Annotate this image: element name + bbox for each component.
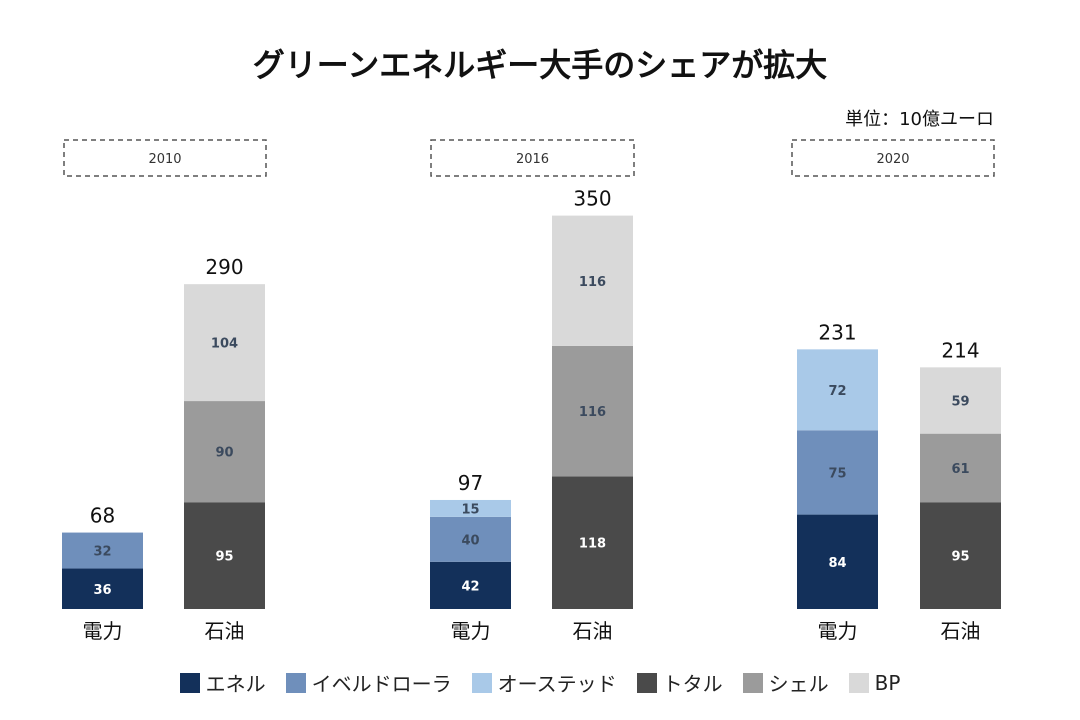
segment-value-label: 59 [951, 394, 969, 409]
bar-total-label: 290 [205, 255, 243, 279]
legend-label: トタル [662, 672, 723, 696]
legend-swatch [742, 672, 763, 693]
legend-swatch [636, 672, 657, 693]
legend-item: シェル [742, 668, 829, 697]
year-box [430, 139, 635, 177]
bar-segment [430, 561, 511, 609]
segment-value-label: 116 [579, 405, 606, 420]
bar-segment [552, 476, 633, 609]
bar-segment [430, 499, 511, 517]
bar-segment [184, 502, 265, 609]
bar-segment [552, 345, 633, 477]
bar-segment [920, 502, 1001, 609]
legend-item: オーステッド [471, 668, 617, 697]
bar-total-label: 68 [90, 504, 115, 528]
segment-value-label: 90 [215, 446, 233, 461]
bar-total-label: 350 [573, 187, 611, 211]
bar-segment [920, 433, 1001, 503]
legend-swatch [179, 672, 200, 693]
bar-total-label: 214 [941, 338, 979, 362]
legend-item: エネル [179, 668, 266, 697]
year-label: 2016 [516, 152, 549, 167]
segment-value-label: 36 [93, 583, 111, 598]
category-label: 石油 [941, 619, 981, 643]
year-box [791, 139, 995, 177]
bar-segment [184, 284, 265, 402]
segment-value-label: 72 [828, 384, 846, 399]
segment-value-label: 15 [461, 502, 479, 517]
legend-swatch [471, 672, 492, 693]
legend-item: BP [848, 668, 901, 697]
legend-label: イベルドローラ [311, 672, 452, 696]
segment-value-label: 104 [211, 337, 238, 352]
segment-value-label: 116 [579, 275, 606, 290]
segment-value-label: 118 [579, 537, 606, 552]
bar-total-label: 97 [458, 471, 483, 495]
bar-segment [62, 568, 143, 609]
category-label: 石油 [573, 619, 613, 643]
legend-label: オーステッド [497, 672, 617, 696]
bar-segment [797, 349, 878, 431]
segment-value-label: 95 [951, 550, 969, 565]
bar-segment [430, 516, 511, 562]
segment-value-label: 32 [93, 545, 111, 560]
chart-title: グリーンエネルギー大手のシェアが拡大 [252, 46, 828, 84]
segment-value-label: 84 [828, 556, 846, 571]
legend-swatch [285, 672, 306, 693]
legend-label: BP [874, 670, 901, 695]
category-label: 電力 [83, 619, 123, 643]
segment-value-label: 40 [461, 533, 479, 548]
category-label: 石油 [205, 619, 245, 643]
legend-item: イベルドローラ [285, 668, 452, 697]
segment-value-label: 95 [215, 550, 233, 565]
legend: エネル イベルドローラ オーステッド トタル シェル BP [0, 668, 1080, 697]
year-label: 2020 [876, 152, 909, 167]
bar-segment [797, 430, 878, 515]
bar-segment [552, 215, 633, 346]
bar-segment [184, 401, 265, 503]
segment-value-label: 42 [461, 579, 479, 594]
legend-label: シェル [768, 672, 829, 696]
bar-segment [920, 367, 1001, 434]
year-label: 2010 [148, 152, 181, 167]
bar-segment [797, 514, 878, 609]
bar-segment [62, 532, 143, 569]
legend-swatch [848, 672, 869, 693]
legend-item: トタル [636, 668, 723, 697]
bar-total-label: 231 [818, 320, 856, 344]
legend-label: エネル [205, 672, 266, 696]
unit-label: 単位：10億ユーロ [845, 109, 994, 130]
category-label: 電力 [451, 619, 491, 643]
year-box [63, 139, 267, 177]
segment-value-label: 75 [828, 466, 846, 481]
category-label: 電力 [818, 619, 858, 643]
segment-value-label: 61 [951, 462, 969, 477]
